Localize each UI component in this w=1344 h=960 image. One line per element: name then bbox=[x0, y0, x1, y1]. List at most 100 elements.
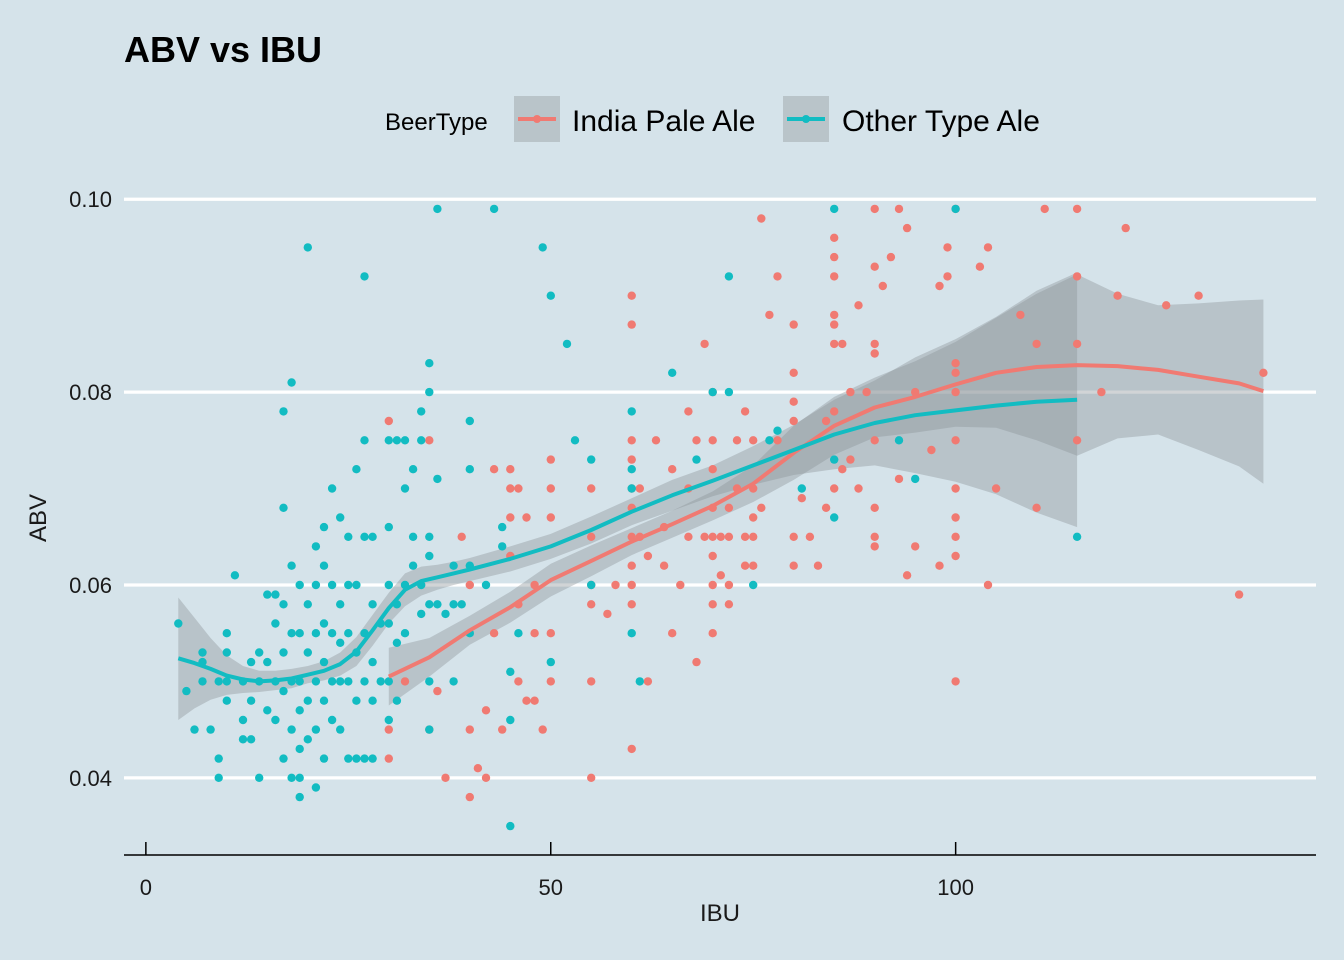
point-india-pale-ale bbox=[870, 436, 879, 445]
point-india-pale-ale bbox=[708, 629, 717, 638]
point-india-pale-ale bbox=[708, 465, 717, 474]
point-india-pale-ale bbox=[757, 214, 766, 223]
smooth-lines bbox=[177, 363, 1265, 684]
point-india-pale-ale bbox=[708, 600, 717, 609]
point-india-pale-ale bbox=[643, 677, 653, 686]
point-india-pale-ale bbox=[708, 580, 717, 590]
y-tick-label: 0.08 bbox=[69, 380, 112, 405]
point-other-type-ale bbox=[627, 407, 636, 416]
y-axis-title: ABV bbox=[25, 494, 52, 542]
point-india-pale-ale bbox=[489, 465, 499, 474]
point-india-pale-ale bbox=[1259, 368, 1268, 377]
point-india-pale-ale bbox=[692, 657, 701, 667]
point-india-pale-ale bbox=[700, 339, 709, 349]
point-other-type-ale bbox=[352, 696, 361, 705]
point-other-type-ale bbox=[830, 204, 839, 214]
point-india-pale-ale bbox=[489, 629, 499, 638]
point-other-type-ale bbox=[352, 580, 361, 590]
x-axis-ticks: 0 50 100 bbox=[140, 842, 974, 900]
point-india-pale-ale bbox=[983, 580, 993, 590]
point-other-type-ale bbox=[319, 522, 329, 532]
point-other-type-ale bbox=[627, 465, 636, 474]
point-india-pale-ale bbox=[651, 436, 661, 445]
point-india-pale-ale bbox=[1113, 291, 1122, 300]
point-other-type-ale bbox=[408, 561, 418, 570]
point-other-type-ale bbox=[425, 551, 434, 561]
point-india-pale-ale bbox=[530, 580, 539, 590]
point-other-type-ale bbox=[449, 677, 458, 686]
point-india-pale-ale bbox=[765, 310, 774, 320]
point-other-type-ale bbox=[319, 696, 329, 705]
point-other-type-ale bbox=[303, 735, 312, 744]
scatter-points bbox=[174, 204, 1268, 831]
point-other-type-ale bbox=[336, 513, 345, 522]
point-other-type-ale bbox=[425, 387, 434, 397]
point-other-type-ale bbox=[263, 657, 272, 667]
point-other-type-ale bbox=[417, 436, 426, 445]
point-other-type-ale bbox=[627, 484, 636, 493]
point-india-pale-ale bbox=[789, 320, 798, 329]
point-india-pale-ale bbox=[384, 754, 393, 763]
point-india-pale-ale bbox=[830, 407, 839, 416]
point-other-type-ale bbox=[457, 600, 466, 609]
point-other-type-ale bbox=[311, 542, 321, 551]
point-other-type-ale bbox=[255, 773, 264, 782]
point-other-type-ale bbox=[263, 590, 272, 599]
point-india-pale-ale bbox=[676, 580, 685, 590]
point-india-pale-ale bbox=[927, 445, 936, 455]
point-other-type-ale bbox=[255, 648, 264, 657]
point-other-type-ale bbox=[271, 715, 280, 725]
point-other-type-ale bbox=[319, 619, 329, 628]
point-india-pale-ale bbox=[1032, 339, 1041, 349]
point-other-type-ale bbox=[311, 677, 321, 686]
point-india-pale-ale bbox=[951, 359, 960, 368]
point-other-type-ale bbox=[303, 648, 312, 657]
point-india-pale-ale bbox=[830, 484, 839, 493]
point-other-type-ale bbox=[222, 648, 231, 657]
point-india-pale-ale bbox=[643, 551, 653, 561]
point-india-pale-ale bbox=[830, 320, 839, 329]
point-other-type-ale bbox=[384, 522, 393, 532]
point-india-pale-ale bbox=[846, 387, 855, 397]
point-other-type-ale bbox=[311, 783, 321, 792]
point-india-pale-ale bbox=[465, 580, 474, 590]
point-other-type-ale bbox=[246, 657, 256, 667]
confidence-band-india-pale-ale bbox=[388, 274, 1264, 706]
point-india-pale-ale bbox=[384, 416, 393, 426]
point-india-pale-ale bbox=[878, 281, 887, 291]
point-other-type-ale bbox=[263, 706, 272, 715]
y-tick-label: 0.06 bbox=[69, 573, 112, 598]
point-other-type-ale bbox=[311, 725, 321, 734]
point-india-pale-ale bbox=[773, 272, 782, 281]
point-other-type-ale bbox=[295, 677, 304, 686]
point-india-pale-ale bbox=[627, 580, 636, 590]
y-axis-ticks: 0.04 0.06 0.08 0.10 bbox=[69, 187, 112, 791]
point-india-pale-ale bbox=[789, 368, 798, 377]
point-india-pale-ale bbox=[951, 436, 960, 445]
point-india-pale-ale bbox=[1194, 291, 1203, 300]
point-other-type-ale bbox=[279, 600, 288, 609]
point-other-type-ale bbox=[506, 821, 515, 831]
point-india-pale-ale bbox=[951, 551, 960, 561]
confidence-bands bbox=[178, 272, 1264, 720]
point-india-pale-ale bbox=[951, 513, 960, 522]
x-tick-label: 100 bbox=[937, 875, 974, 900]
point-india-pale-ale bbox=[854, 301, 863, 310]
point-india-pale-ale bbox=[514, 677, 523, 686]
point-india-pale-ale bbox=[1072, 436, 1082, 445]
point-india-pale-ale bbox=[935, 281, 944, 291]
point-india-pale-ale bbox=[627, 320, 636, 329]
point-india-pale-ale bbox=[473, 764, 483, 773]
point-other-type-ale bbox=[295, 580, 304, 590]
legend-title: BeerType bbox=[385, 109, 488, 136]
point-other-type-ale bbox=[271, 619, 280, 628]
point-india-pale-ale bbox=[830, 233, 839, 242]
point-india-pale-ale bbox=[870, 532, 879, 541]
point-india-pale-ale bbox=[465, 792, 474, 802]
point-other-type-ale bbox=[319, 561, 329, 570]
point-other-type-ale bbox=[425, 600, 434, 609]
point-other-type-ale bbox=[319, 657, 329, 667]
point-other-type-ale bbox=[562, 339, 572, 349]
point-india-pale-ale bbox=[838, 465, 847, 474]
point-other-type-ale bbox=[400, 629, 410, 638]
